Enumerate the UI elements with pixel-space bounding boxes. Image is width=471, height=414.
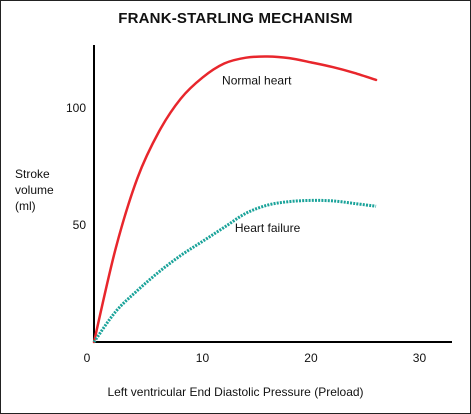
series-line xyxy=(92,55,378,344)
y-axis-label-line: Stroke xyxy=(15,167,50,181)
chart-title: FRANK-STARLING MECHANISM xyxy=(118,10,353,27)
x-tick-label: 30 xyxy=(413,351,427,365)
y-tick-label: 50 xyxy=(73,218,87,232)
x-tick-label: 10 xyxy=(196,351,210,365)
y-tick-label: 100 xyxy=(66,101,86,115)
x-tick-label: 0 xyxy=(84,351,91,365)
y-axis-label-line: volume xyxy=(15,183,54,197)
annotation-label: Heart failure xyxy=(235,221,301,235)
y-axis-label: Stroke volume (ml) xyxy=(15,166,54,214)
y-axis-label-line: (ml) xyxy=(15,199,36,213)
annotation-label: Normal heart xyxy=(222,74,292,88)
x-tick-label: 20 xyxy=(304,351,318,365)
x-axis-label: Left ventricular End Diastolic Pressure … xyxy=(107,385,364,399)
